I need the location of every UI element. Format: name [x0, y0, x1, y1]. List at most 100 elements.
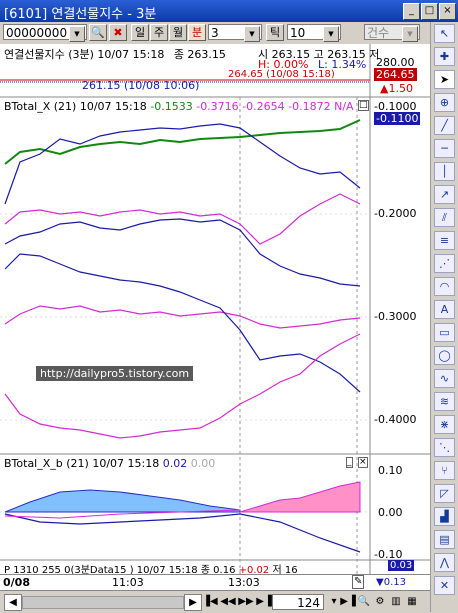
bottom-pane-header: P 1310 255 0(3분Data15 ) 10/07 15:18 종 0.…	[4, 561, 298, 574]
btotal-x-tick-1: -0.1000	[374, 100, 417, 113]
series-magenta-upper	[4, 193, 361, 245]
navigation-bar: ◀ ▶ ▐◀ ◀◀ ▶▶ ▶▐ 124 ▾ ▶▐ 🔍 ⚙ ▥ ▦	[0, 590, 430, 613]
price-low: 저	[369, 48, 380, 61]
bottom-pane-change: +0.02	[238, 565, 270, 574]
scroll-left-button[interactable]: ◀	[4, 594, 22, 611]
fan-icon[interactable]: ⋰	[434, 254, 455, 273]
line-icon[interactable]: ╱	[434, 116, 455, 135]
btotal-xb-header: BTotal_X_b (21) 10/07 15:18 0.02 0.00	[4, 457, 215, 470]
minimize-button[interactable]: _	[403, 3, 420, 20]
pane-minimize-icon[interactable]: _	[346, 457, 353, 468]
period-minute-button[interactable]: 분	[188, 24, 206, 41]
bar-icon[interactable]: ▤	[434, 530, 455, 549]
delete-icon[interactable]: ✕	[434, 576, 455, 595]
series-green-line	[4, 119, 361, 165]
ellipse-icon[interactable]: ◯	[434, 346, 455, 365]
close-button[interactable]: ×	[439, 3, 456, 20]
stair-icon[interactable]: ▟	[434, 507, 455, 526]
price-low-marker: 261.15 (10/08 10:06)	[82, 79, 200, 92]
trend-icon[interactable]: ↗	[434, 185, 455, 204]
price-ohl: 시 263.15 고 263.15 저	[258, 46, 379, 62]
watermark-label: http://dailypro5.tistory.com	[36, 366, 194, 381]
btotal-x-header: BTotal_X (21) 10/07 15:18 -0.1533 -0.371…	[4, 100, 354, 113]
chevron-down-icon[interactable]: ▾	[331, 596, 337, 607]
prev-page-icon[interactable]: ◀◀	[220, 596, 236, 607]
next-page-icon[interactable]: ▶▶	[238, 596, 254, 607]
wedge-icon[interactable]: ◸	[434, 484, 455, 503]
title-bar: [6101] 연결선물지수 - 3분 _ □ ×	[0, 0, 458, 22]
channel-icon[interactable]: ⫽	[434, 208, 455, 227]
settings-gear-icon[interactable]: ⚙	[375, 596, 385, 607]
period-day-button[interactable]: 일	[131, 24, 149, 41]
price-change: ▲1.50	[380, 82, 413, 95]
draw-mode-icon[interactable]: ✎	[352, 575, 365, 589]
hline-icon[interactable]: ─	[434, 139, 455, 158]
select-arrow-icon[interactable]: ➤	[434, 70, 455, 89]
andrew-icon[interactable]: ⑂	[434, 461, 455, 480]
code-input[interactable]: 00000000 ▼	[3, 24, 87, 42]
pane-minimize-icon[interactable]: □	[358, 100, 369, 111]
crosshair-icon[interactable]: ✚	[434, 47, 455, 66]
zigzag-icon[interactable]: ⋀	[434, 553, 455, 572]
period-week-button[interactable]: 주	[150, 24, 168, 41]
zoom-search-icon[interactable]: 🔍	[357, 596, 371, 607]
bottom-pane-low: 저 16	[272, 565, 298, 574]
series-blue-upper	[4, 123, 361, 205]
scroll-right-button[interactable]: ▶	[184, 594, 202, 611]
btotal-x-title: BTotal_X (21) 10/07 15:18	[4, 100, 147, 113]
tick-select[interactable]: 10 ▼	[287, 24, 341, 42]
btotal-x-tick-3: -0.3000	[374, 310, 417, 323]
price-current-badge: 264.65	[374, 68, 417, 81]
text-icon[interactable]: A	[434, 300, 455, 319]
btotal-xb-v1: 0.02	[162, 457, 188, 470]
series-blue-mid	[4, 218, 361, 287]
chevron-down-icon[interactable]: ▼	[323, 26, 339, 42]
pane-close-icon[interactable]: ×	[358, 457, 368, 468]
gann-icon[interactable]: ⋇	[434, 415, 455, 434]
drawing-toolbar: ↖ ✚ ➤ ⊕ ╱ ─ │ ↗ ⫽ ≡ ⋰ ◠ A ▭ ◯ ∿ ≋ ⋇ ⋱ ⑂ …	[430, 22, 458, 612]
split-icon[interactable]: ▥	[391, 596, 401, 607]
count-label: 건수	[367, 26, 390, 40]
period-month-button[interactable]: 월	[169, 24, 187, 41]
scrollbar-track[interactable]	[22, 596, 184, 609]
bottom-badge-2-value: 0.13	[383, 577, 406, 588]
count-value: 124	[297, 596, 320, 610]
signal-line-2	[4, 509, 241, 519]
chevron-down-icon[interactable]: ▼	[402, 26, 418, 42]
bottom-pane-badge1: 0.03	[388, 560, 415, 571]
chevron-down-icon[interactable]: ▼	[69, 26, 85, 42]
interval-value: 3	[211, 26, 219, 40]
count-input[interactable]: 124	[272, 594, 324, 610]
chart-area[interactable]: 연결선물지수 (3분) 10/07 15:18 종 263.15 시 263.1…	[0, 44, 430, 574]
arc-icon[interactable]: ◠	[434, 277, 455, 296]
cycle-icon[interactable]: ∿	[434, 369, 455, 388]
price-pane-header: 연결선물지수 (3분) 10/07 15:18 종 263.15	[4, 46, 226, 62]
btotal-x-tick-4: -0.4000	[374, 413, 417, 426]
grid-icon[interactable]: ▦	[407, 596, 417, 607]
window-title: [6101] 연결선물지수 - 3분	[4, 7, 157, 22]
rect-icon[interactable]: ▭	[434, 323, 455, 342]
interval-select[interactable]: 3 ▼	[208, 24, 262, 42]
wave-icon[interactable]: ≋	[434, 392, 455, 411]
price-h-info: H: 0.00%	[258, 58, 309, 71]
vline-icon[interactable]: │	[434, 162, 455, 181]
maximize-button[interactable]: □	[421, 3, 438, 20]
cursor-icon[interactable]: ↖	[434, 24, 455, 43]
search-button[interactable]: 🔍	[89, 24, 107, 41]
price-l-info: L: 1.34%	[318, 58, 367, 71]
first-icon[interactable]: ▐◀	[202, 596, 218, 607]
scroll-end-icon[interactable]: ▶▐	[340, 596, 356, 607]
fib-icon[interactable]: ≡	[434, 231, 455, 250]
chevron-down-icon[interactable]: ▼	[244, 26, 260, 42]
chart-svg[interactable]	[0, 44, 430, 574]
count-select[interactable]: 건수 ▼	[364, 24, 420, 42]
speed-icon[interactable]: ⋱	[434, 438, 455, 457]
reset-button[interactable]: ✖	[109, 24, 127, 41]
tick-button[interactable]: 틱	[266, 24, 284, 41]
code-value: 00000000	[6, 26, 68, 40]
price-high: 고 263.15	[313, 48, 366, 61]
zoom-icon[interactable]: ⊕	[434, 93, 455, 112]
last-icon[interactable]: ▶▐	[256, 596, 272, 607]
price-close: 종 263.15	[173, 48, 226, 61]
bottom-pane-close: 종 0.16	[200, 565, 236, 574]
